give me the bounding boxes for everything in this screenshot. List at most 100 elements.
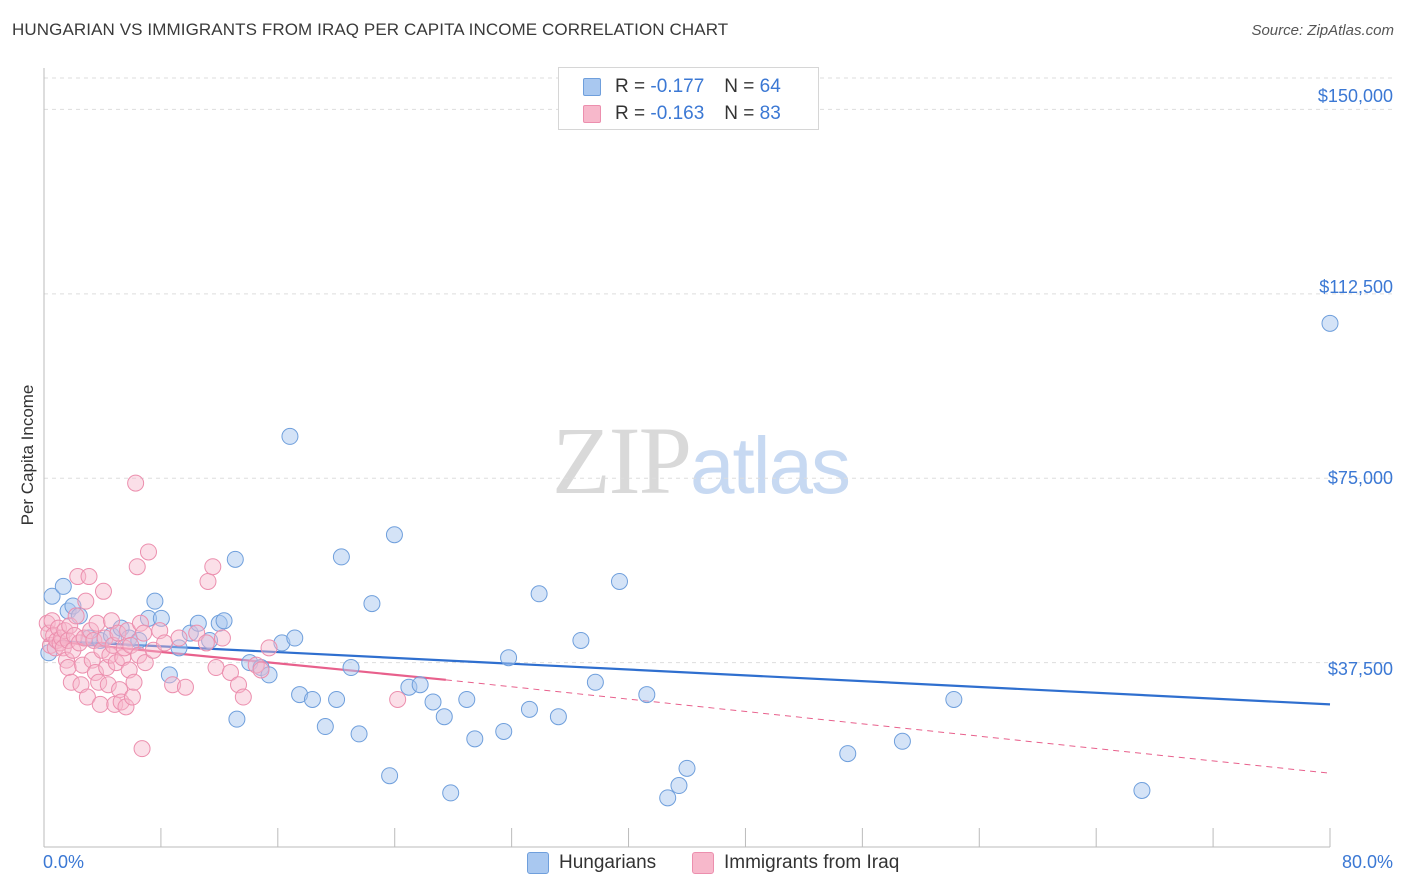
hungarian-point <box>146 592 164 610</box>
iraq-point <box>156 634 174 652</box>
hungarian-point <box>350 725 368 743</box>
bottom-legend-label: Hungarians <box>559 852 657 873</box>
chart-title: HUNGARIAN VS IMMIGRANTS FROM IRAQ PER CA… <box>12 20 729 39</box>
hungarian-point <box>610 572 628 590</box>
iraq-point <box>125 673 143 691</box>
hungarian-point <box>670 777 688 795</box>
legend-r-label: R = <box>615 76 646 97</box>
hungarian-point <box>303 690 321 708</box>
hungarian-point <box>520 700 538 718</box>
iraq-point <box>164 676 182 694</box>
hungarian-point <box>152 609 170 627</box>
source-label: Source: ZipAtlas.com <box>1251 22 1394 39</box>
hungarian-point <box>1133 781 1151 799</box>
iraq-point <box>59 659 77 677</box>
legend-n-value: 83 <box>759 103 781 124</box>
iraq-point <box>123 688 141 706</box>
hungarian-point <box>215 612 233 630</box>
legend-n-label: N = <box>724 76 755 97</box>
hungarian-point <box>363 595 381 613</box>
hungarian-point <box>678 759 696 777</box>
x-tick-label-max: 80.0% <box>1341 852 1393 872</box>
legend-n-label: N = <box>724 103 755 124</box>
iraq-point <box>90 673 108 691</box>
hungarian-point <box>638 686 656 704</box>
iraq-point <box>127 474 145 492</box>
watermark-atlas: atlas <box>690 421 851 510</box>
hungarian-point <box>893 732 911 750</box>
hungarian-point <box>381 767 399 785</box>
axes <box>43 68 1331 848</box>
hungarian-point <box>226 550 244 568</box>
hungarian-point <box>411 676 429 694</box>
iraq-point <box>204 558 222 576</box>
iraq-point <box>135 624 153 642</box>
iraq-point <box>197 634 215 652</box>
bottom-legend-iraq: Immigrants from Iraq <box>692 852 899 874</box>
iraq-point <box>62 673 80 691</box>
hungarian-point <box>260 666 278 684</box>
data-points <box>38 314 1339 807</box>
hungarian-point <box>945 690 963 708</box>
hungarian-point <box>572 631 590 649</box>
iraq-point <box>260 639 278 657</box>
legend-r-value: -0.163 <box>650 103 705 124</box>
hungarian-point <box>286 629 304 647</box>
iraq-point <box>252 661 270 679</box>
iraq-point <box>112 693 130 711</box>
legend-box: R = -0.177 N = 64 R = -0.163 N = 83 <box>558 67 819 130</box>
legend-swatch-blue <box>583 78 601 96</box>
hungarian-point <box>316 718 334 736</box>
bottom-legend-hungarians: Hungarians <box>527 852 656 874</box>
iraq-point <box>131 614 149 632</box>
watermark: ZIPatlas <box>552 405 851 516</box>
grid-lines <box>44 77 1395 664</box>
legend-r-value: -0.177 <box>650 76 705 97</box>
hungarian-point <box>342 659 360 677</box>
hungarian-point <box>1321 314 1339 332</box>
iraq-point <box>74 656 92 674</box>
iraq-point <box>136 654 154 672</box>
legend-r-label: R = <box>615 103 646 124</box>
hungarian-point <box>495 722 513 740</box>
iraq-point <box>128 558 146 576</box>
hungarian-point <box>500 649 518 667</box>
iraq-point <box>221 663 239 681</box>
bottom-legend-swatch-pink <box>692 852 714 874</box>
iraq-point <box>67 607 85 625</box>
bottom-legend: Hungarians Immigrants from Iraq <box>0 852 1406 878</box>
hungarian-point <box>466 730 484 748</box>
iraq-point <box>109 624 127 642</box>
hungarian-point <box>659 789 677 807</box>
iraq-point <box>170 629 188 647</box>
iraq-point <box>117 698 135 716</box>
hungarian-point <box>435 708 453 726</box>
iraq-point <box>77 592 95 610</box>
watermark-zip: ZIP <box>552 407 692 514</box>
legend-row-iraq: R = -0.163 N = 83 <box>583 102 781 126</box>
y-tick-label-150000: $150,000 <box>1317 86 1393 106</box>
x-tick-label-min: 0.0% <box>43 852 85 872</box>
iraq-point <box>389 690 407 708</box>
bottom-legend-swatch-blue <box>527 852 549 874</box>
iraq-point <box>86 663 104 681</box>
y-tick-label-112500: $112,500 <box>1319 277 1393 297</box>
iraq-point <box>78 688 96 706</box>
iraq-point <box>199 572 217 590</box>
iraq-point <box>133 740 151 758</box>
hungarian-point <box>201 631 219 649</box>
iraq-point <box>99 676 117 694</box>
hungarian-point <box>43 587 61 605</box>
hungarian-point <box>549 708 567 726</box>
hungarian-point <box>160 666 178 684</box>
hungarian-point <box>839 745 857 763</box>
iraq-point <box>247 656 265 674</box>
legend-swatch-pink <box>583 105 601 123</box>
hungarian-point <box>458 690 476 708</box>
iraq-point <box>56 622 74 640</box>
iraq-point <box>213 629 231 647</box>
iraq-point <box>94 582 112 600</box>
hungarian-trend-line <box>43 639 1331 706</box>
legend-row-hungarians: R = -0.177 N = 64 <box>583 75 781 99</box>
